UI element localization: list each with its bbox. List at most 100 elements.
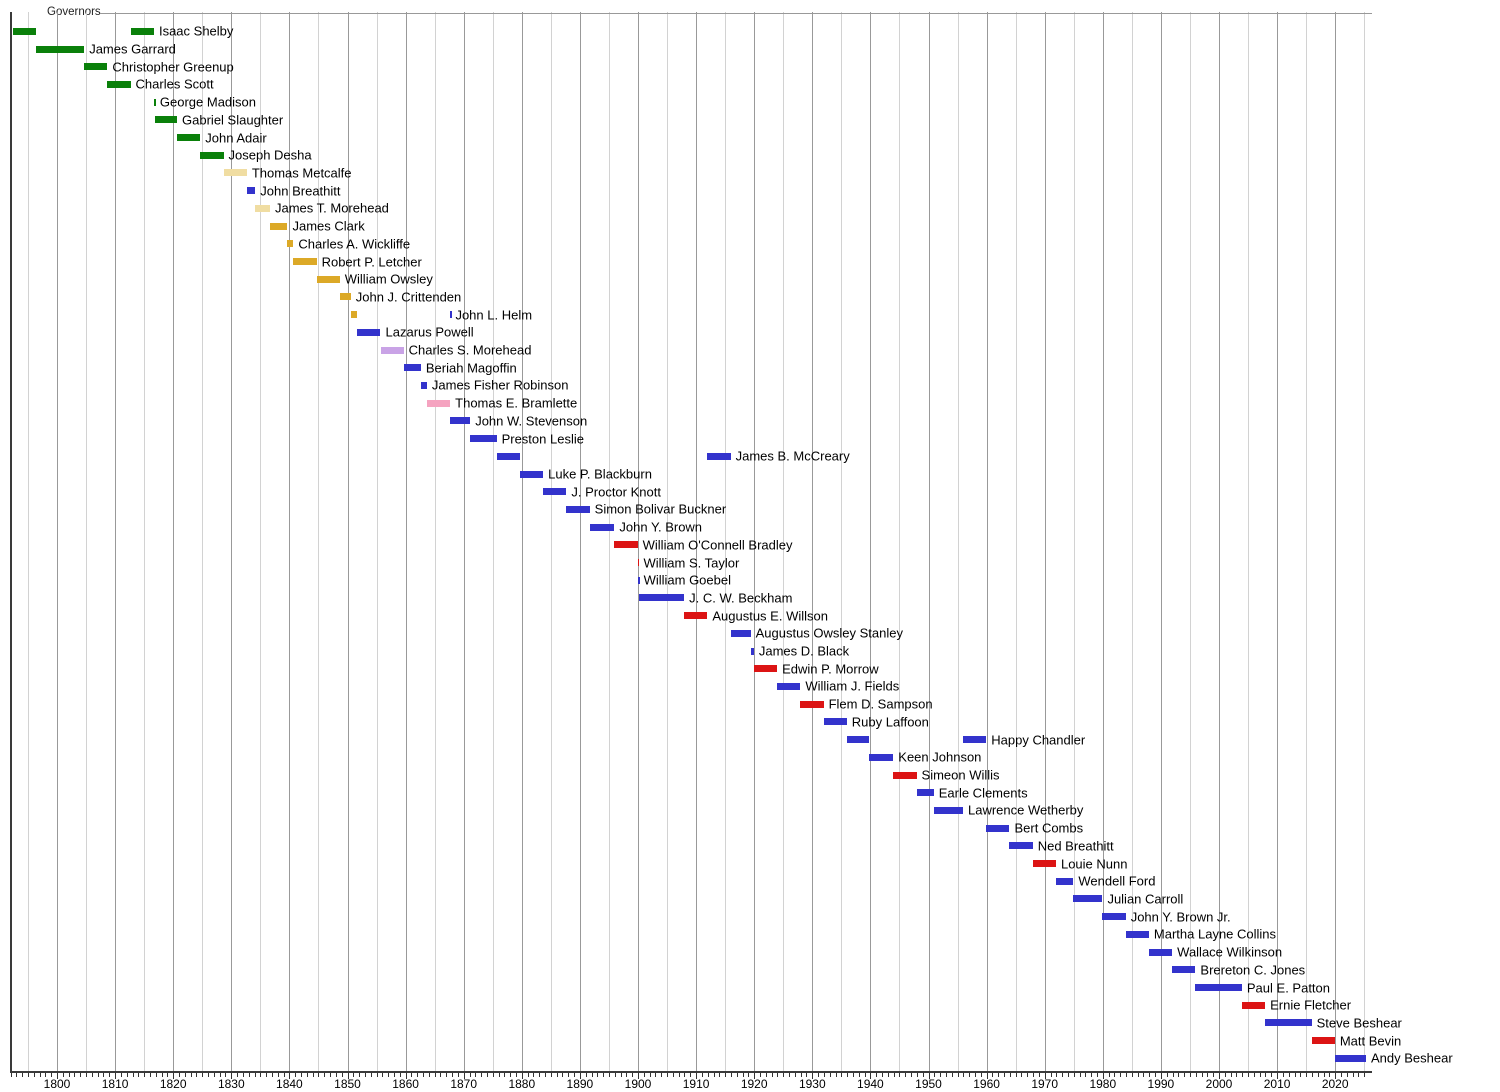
gridline-1830 [231,12,233,1071]
year-tick-1965 [1015,1073,1017,1077]
year-tick-label: 1810 [101,1077,129,1091]
year-tick-1942 [882,1073,884,1077]
year-tick-1903 [655,1073,657,1077]
year-tick-1812 [126,1073,128,1077]
year-tick-1935 [841,1073,843,1077]
year-tick-1928 [800,1073,802,1077]
term-bar-15-1 [316,275,340,283]
year-tick-2023 [1352,1073,1354,1077]
gridline-1865 [434,12,436,1071]
year-tick-2011 [1282,1073,1284,1077]
year-tick-1974 [1067,1073,1069,1077]
governor-name-label: William Goebel [643,572,731,588]
year-tick-1894 [603,1073,605,1077]
year-tick-1899 [632,1073,634,1077]
year-tick-1866 [440,1073,442,1077]
gridline-1940 [870,12,872,1071]
year-tick-1844 [312,1073,314,1077]
gridline-1960 [986,12,988,1071]
gridline-1915 [725,12,727,1071]
governor-name-label: Earle Clements [938,785,1028,801]
year-tick-2008 [1265,1073,1267,1077]
year-tick-1882 [533,1073,535,1077]
year-tick-1956 [963,1073,965,1077]
year-tick-1798 [45,1073,47,1077]
governor-name-label: William J. Fields [805,678,900,694]
year-tick-1995 [1189,1073,1191,1077]
year-tick-2020 [1335,1073,1337,1079]
year-tick-1840 [289,1073,291,1079]
year-tick-1929 [806,1073,808,1077]
term-bar-28-1 [566,505,590,513]
governor-name-label: John J. Crittenden [355,289,462,305]
year-tick-1968 [1033,1073,1035,1077]
term-bar-37-1 [753,665,778,673]
year-tick-1979 [1096,1073,1098,1077]
year-tick-1984 [1126,1073,1128,1077]
year-tick-1832 [242,1073,244,1077]
year-tick-1939 [864,1073,866,1077]
year-tick-label: 1820 [159,1077,187,1091]
year-tick-1849 [341,1073,343,1077]
gridline-2025 [1364,12,1366,1071]
year-tick-2012 [1288,1073,1290,1077]
year-tick-1912 [707,1073,709,1077]
gridline-1875 [492,12,494,1071]
year-tick-2024 [1358,1073,1360,1077]
year-tick-1911 [701,1073,703,1077]
year-tick-label: 1840 [276,1077,303,1091]
year-tick-1834 [254,1073,256,1077]
year-tick-1867 [446,1073,448,1077]
year-tick-1891 [585,1073,587,1077]
year-tick-1980 [1102,1073,1104,1079]
year-tick-1945 [899,1073,901,1077]
year-tick-1901 [643,1073,645,1077]
year-tick-1859 [399,1073,401,1077]
year-tick-1949 [922,1073,924,1077]
gridline-1885 [550,12,552,1071]
year-tick-1977 [1085,1073,1087,1077]
governor-name-label: James Clark [292,218,365,234]
year-tick-1959 [980,1073,982,1077]
gridline-1910 [696,12,698,1071]
term-bar-22-1 [426,399,451,407]
governor-name-label: Charles Scott [135,76,214,92]
year-tick-label: 1890 [566,1077,594,1091]
governor-name-label: Gabriel Slaughter [182,112,284,128]
year-tick-1930 [812,1073,814,1079]
year-tick-1858 [393,1073,395,1077]
year-tick-1821 [179,1073,180,1077]
year-tick-2001 [1224,1073,1226,1077]
year-tick-1916 [730,1073,732,1077]
year-tick-1943 [887,1073,889,1077]
year-tick-1801 [62,1073,64,1077]
gridline-1895 [608,12,610,1071]
gridline-1835 [260,12,262,1071]
year-tick-label: 1960 [973,1077,1000,1091]
governor-name-label: Augustus Owsley Stanley [755,625,903,641]
governor-name-label: John L. Helm [455,307,533,323]
gridline-1800 [57,12,58,1071]
year-tick-1990 [1160,1073,1162,1079]
term-bar-14-1 [293,258,317,265]
year-tick-1989 [1155,1073,1157,1077]
year-tick-1862 [417,1073,419,1077]
year-tick-1822 [184,1073,186,1077]
term-bar-1-1 [12,27,37,35]
year-tick-1876 [498,1073,500,1077]
year-tick-2003 [1236,1073,1238,1077]
governor-name-label: Simon Bolivar Buckner [594,501,727,517]
year-tick-2013 [1294,1073,1296,1077]
term-bar-17-2 [450,311,452,319]
year-tick-1904 [661,1073,663,1077]
term-bar-30-1 [614,541,638,549]
year-tick-1811 [120,1073,122,1077]
year-tick-1895 [608,1073,610,1077]
term-bar-2-1 [36,45,85,53]
governor-name-label: James Garrard [89,41,176,57]
governor-name-label: Wallace Wilkinson [1177,944,1283,960]
year-tick-2022 [1346,1073,1348,1077]
gridline-1840 [289,12,291,1071]
year-tick-1825 [202,1073,204,1077]
year-tick-1926 [789,1073,791,1077]
